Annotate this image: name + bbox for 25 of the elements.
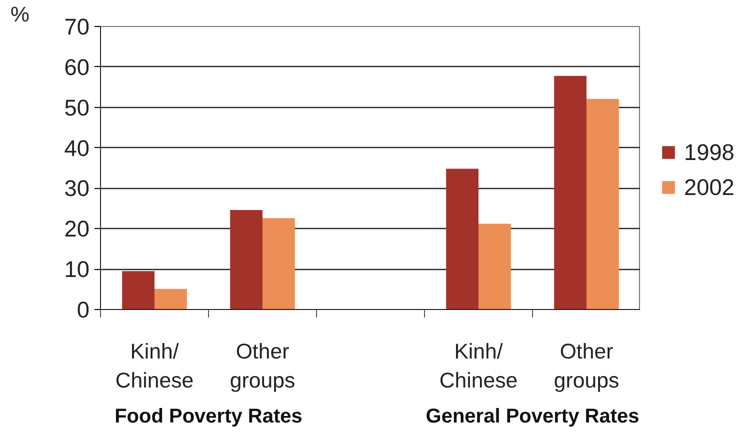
- x-tick-label: Kinh/ Chinese: [115, 340, 194, 392]
- x-tick-label: Other groups: [554, 340, 620, 392]
- bar: [122, 271, 154, 310]
- bar: [478, 224, 511, 310]
- bar: [262, 218, 295, 310]
- bar: [446, 168, 478, 310]
- y-tick-label: 70: [64, 14, 90, 40]
- y-tick-label: 40: [64, 134, 90, 161]
- bar: [554, 76, 586, 310]
- text: General Poverty Rates: [426, 406, 640, 428]
- legend-label: 2002: [684, 174, 734, 200]
- x-tick-label: Kinh/ Chinese: [439, 340, 518, 392]
- y-tick-label: 20: [64, 216, 90, 242]
- y-tick-label: 10: [64, 256, 90, 282]
- x-tick-label: Other groups: [230, 340, 296, 392]
- bar: [230, 210, 262, 310]
- y-axis-title: %: [10, 2, 30, 26]
- y-tick-label: 30: [64, 175, 90, 202]
- bar: [154, 288, 187, 310]
- y-tick-label: 50: [64, 94, 90, 120]
- legend-label: 1998: [684, 138, 734, 166]
- text: Food Poverty Rates: [114, 406, 302, 428]
- y-tick-label: 0: [76, 296, 90, 322]
- y-tick-label: 60: [64, 54, 90, 80]
- bar: [586, 98, 619, 310]
